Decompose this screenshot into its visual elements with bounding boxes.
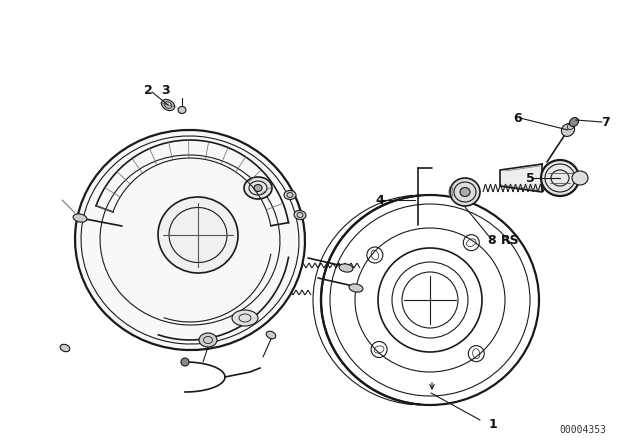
Text: 1: 1	[488, 418, 497, 431]
Ellipse shape	[349, 284, 363, 292]
Ellipse shape	[199, 333, 217, 347]
Text: 3: 3	[162, 83, 170, 96]
Text: 6: 6	[514, 112, 522, 125]
Circle shape	[181, 358, 189, 366]
Ellipse shape	[73, 214, 87, 222]
Ellipse shape	[541, 160, 579, 196]
Ellipse shape	[60, 345, 70, 352]
Text: 7: 7	[602, 116, 611, 129]
Ellipse shape	[244, 177, 272, 199]
Text: 5: 5	[525, 172, 534, 185]
Ellipse shape	[572, 171, 588, 185]
Text: 2: 2	[143, 83, 152, 96]
Ellipse shape	[266, 331, 276, 339]
Ellipse shape	[158, 197, 238, 273]
Ellipse shape	[570, 117, 579, 126]
Text: RS: RS	[500, 233, 519, 246]
Ellipse shape	[294, 211, 306, 220]
Ellipse shape	[339, 264, 353, 272]
Ellipse shape	[561, 124, 575, 137]
Text: 00004353: 00004353	[559, 425, 607, 435]
Ellipse shape	[254, 185, 262, 191]
Ellipse shape	[178, 107, 186, 113]
Ellipse shape	[161, 99, 175, 111]
Ellipse shape	[284, 190, 296, 199]
Text: 8: 8	[488, 233, 496, 246]
Text: 4: 4	[376, 194, 385, 207]
Ellipse shape	[460, 188, 470, 197]
Ellipse shape	[450, 178, 480, 206]
Polygon shape	[500, 164, 542, 192]
Ellipse shape	[75, 130, 305, 350]
Ellipse shape	[232, 310, 258, 326]
